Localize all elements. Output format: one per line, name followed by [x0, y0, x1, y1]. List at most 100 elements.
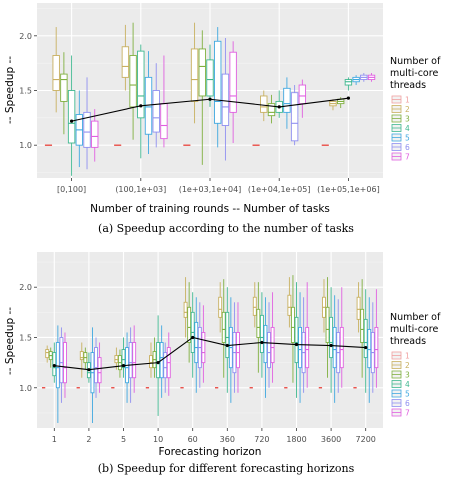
chart-a-mean-point	[277, 105, 281, 109]
chart-b-box-thread-4	[329, 316, 334, 359]
chart-a: 1.0 1.5 2.0 [0,100] (100,1e+03] (1e+03,1e+04…	[4, 3, 383, 235]
chart-a-box-thread-5	[214, 40, 222, 124]
chart-b-box-thread-3	[256, 308, 261, 338]
chart-b-ylabel: -- Speedup --	[4, 307, 16, 375]
chart-a-box-thread-7	[160, 103, 168, 140]
chart-a-box-thread-4	[206, 59, 214, 97]
legend-b-title-3: threads	[390, 336, 426, 347]
chart-b-mean-point	[364, 345, 368, 350]
chart-b-box-thread-5	[367, 328, 372, 369]
chart-b-mean-point	[260, 340, 264, 345]
chart-b-box-thread-2	[183, 301, 188, 318]
chart-b-box-group	[249, 282, 275, 398]
chart-a-box-thread-3	[198, 48, 206, 97]
chart-b-xtick-label: 720	[254, 435, 269, 444]
chart-b-xtick-label: 2	[86, 435, 91, 444]
chart-a-box-group	[183, 22, 237, 165]
chart-b-box-thread-7	[374, 326, 379, 369]
legend-label: 4	[405, 124, 410, 133]
chart-a-xticks: [0,100] (100,1e+03] (1e+03,1e+04] (1e+04,1e…	[57, 178, 380, 194]
chart-a-ytick-label: 1.5	[19, 87, 32, 96]
chart-a-mean-point	[346, 96, 350, 100]
chart-b-caption: (b) Speedup for different forecasting ho…	[98, 462, 355, 475]
chart-b-mean-point	[225, 343, 229, 348]
chart-b-box-group	[41, 325, 67, 423]
chart-b-box-thread-2	[79, 351, 84, 361]
chart-b-box-group	[284, 275, 310, 403]
chart-a-ylabel: -- Speedup --	[4, 56, 16, 124]
chart-b-box-thread-2	[218, 296, 223, 318]
chart-a-box-thread-6	[221, 73, 230, 126]
chart-a-box-group	[44, 27, 99, 176]
chart-b-xtick-label: 60	[188, 435, 198, 444]
chart-b-box-thread-4	[225, 311, 230, 359]
chart-a-box-thread-7	[298, 84, 307, 105]
legend-a-title-2: multi-core	[390, 68, 438, 79]
chart-b-box-thread-7	[305, 326, 310, 369]
chart-a-box-thread-2	[260, 95, 268, 113]
chart-b-box-thread-7	[236, 332, 240, 369]
legend-label: 3	[405, 115, 410, 124]
chart-b-box-thread-2	[356, 296, 361, 320]
chart-b-yticks: 1.0 1.5 2.0	[19, 283, 37, 393]
chart-b-xlabel: Forecasting horizon	[159, 446, 262, 458]
chart-b-box-thread-4	[259, 314, 264, 354]
chart-b-box-thread-2	[252, 296, 257, 316]
chart-b-box-thread-6	[128, 342, 133, 379]
chart-a-box-thread-4	[67, 90, 76, 144]
chart-a-box-thread-2	[121, 46, 130, 78]
legend-label: 5	[405, 134, 410, 143]
chart-b-xticks: 1 2 5 10 60 360 720 1800 3600 7200	[52, 428, 376, 444]
chart-b-panel	[37, 252, 383, 428]
chart-b-mean-point	[121, 364, 126, 368]
chart-b-box-thread-7	[63, 342, 67, 384]
chart-a-xtick-label: (1e+04,1e+05]	[248, 185, 311, 194]
chart-a-box-thread-7	[229, 51, 237, 113]
chart-a-box-thread-3	[60, 73, 68, 102]
chart-b-xtick-label: 7200	[356, 435, 376, 444]
chart-a-box-thread-3	[267, 103, 276, 117]
chart-b-mean-point	[329, 343, 333, 348]
legend-label: 5	[405, 390, 410, 399]
chart-b-ytick-label: 2.0	[19, 283, 32, 292]
chart-a-box-thread-3	[129, 55, 137, 108]
legend-label: 1	[405, 352, 410, 361]
chart-b-xtick-label: 10	[153, 435, 163, 444]
legend-a-title-1: Number of	[390, 56, 441, 67]
legend-label: 6	[405, 399, 410, 408]
chart-b-box-thread-6	[59, 337, 64, 384]
chart-b-box-thread-5	[332, 326, 337, 369]
chart-b-mean-point	[87, 368, 91, 372]
chart-b: 1.0 1.5 2.0 1 2 5 10 60 360 720 1800 3600 7200 -- S…	[4, 252, 383, 475]
chart-b-box-group	[214, 279, 240, 403]
chart-b-box-thread-5	[55, 342, 60, 389]
legend-a-title-3: threads	[390, 80, 426, 91]
legend-label: 7	[405, 409, 410, 418]
chart-a-xtick-label: [0,100]	[57, 185, 86, 194]
chart-a-xlabel: Number of training rounds -- Number of t…	[90, 203, 330, 215]
chart-b-box-thread-7	[97, 357, 102, 384]
chart-b-xtick-label: 360	[220, 435, 235, 444]
chart-b-mean-point	[191, 335, 195, 340]
chart-b-box-thread-2	[287, 294, 292, 316]
legend-label: 3	[405, 371, 410, 380]
legend-label: 1	[405, 96, 410, 105]
chart-b-box-thread-3	[325, 306, 330, 343]
chart-a-xtick-label: (100,1e+03]	[115, 185, 166, 194]
chart-b-boxes	[41, 275, 379, 423]
chart-a-box-thread-7	[91, 120, 99, 148]
chart-a-boxes	[44, 22, 376, 176]
chart-a-box-thread-6	[152, 90, 160, 133]
chart-a-xtick-label: (1e+05,1e+06]	[317, 185, 380, 194]
legend-label: 6	[405, 143, 410, 152]
chart-a-xtick-label: (1e+03,1e+04]	[179, 185, 242, 194]
chart-a-yticks: 1.0 1.5 2.0	[19, 32, 37, 150]
chart-b-box-thread-5	[194, 321, 199, 364]
chart-b-box-thread-7	[270, 326, 275, 364]
chart-b-mean-point	[294, 342, 299, 347]
